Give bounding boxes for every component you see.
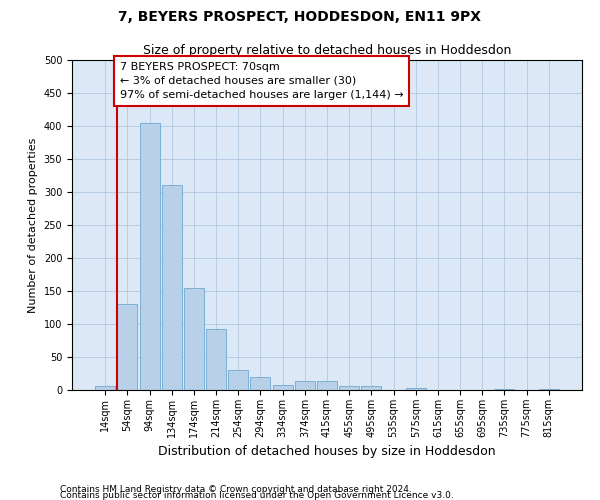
Bar (228, 370, 248, 390)
Text: 7, BEYERS PROSPECT, HODDESDON, EN11 9PX: 7, BEYERS PROSPECT, HODDESDON, EN11 9PX (119, 10, 482, 24)
Text: Contains HM Land Registry data © Crown copyright and database right 2024.: Contains HM Land Registry data © Crown c… (60, 484, 412, 494)
Bar (539, 388, 559, 390)
Bar (317, 382, 337, 390)
Bar (184, 288, 204, 390)
Bar (295, 382, 315, 390)
Bar (95, 386, 115, 390)
Bar (118, 304, 137, 390)
Bar (406, 388, 426, 390)
Bar (339, 386, 359, 390)
Y-axis label: Number of detached properties: Number of detached properties (28, 138, 38, 312)
Bar (272, 384, 293, 390)
Bar (162, 186, 182, 390)
Text: 7 BEYERS PROSPECT: 70sqm
← 3% of detached houses are smaller (30)
97% of semi-de: 7 BEYERS PROSPECT: 70sqm ← 3% of detache… (119, 62, 403, 100)
Text: Contains public sector information licensed under the Open Government Licence v3: Contains public sector information licen… (60, 490, 454, 500)
Title: Size of property relative to detached houses in Hoddesdon: Size of property relative to detached ho… (143, 44, 511, 58)
Bar (206, 330, 226, 390)
Bar (140, 122, 160, 390)
Bar (494, 388, 514, 390)
Bar (250, 377, 271, 390)
Bar (361, 386, 382, 390)
X-axis label: Distribution of detached houses by size in Hoddesdon: Distribution of detached houses by size … (158, 446, 496, 458)
